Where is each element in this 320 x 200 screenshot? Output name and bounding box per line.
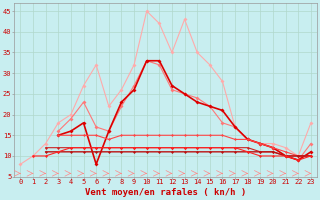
X-axis label: Vent moyen/en rafales ( kn/h ): Vent moyen/en rafales ( kn/h ) — [85, 188, 246, 197]
